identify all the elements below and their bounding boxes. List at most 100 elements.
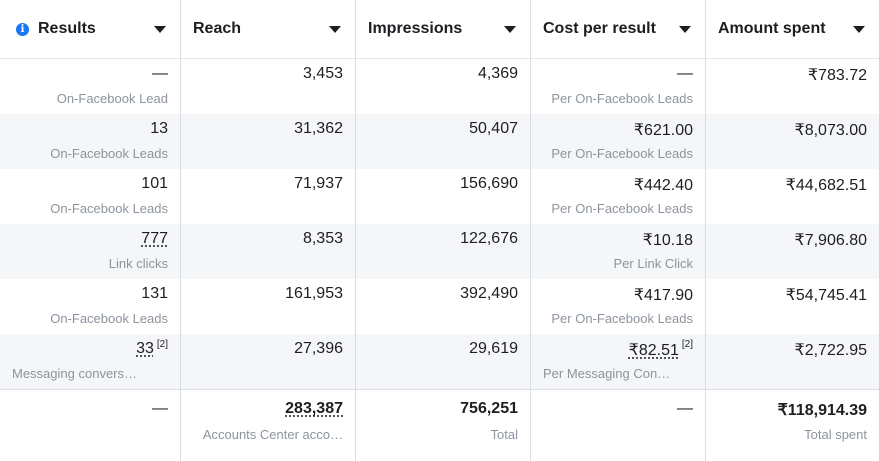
results-type: Link clicks	[108, 256, 168, 271]
column-header-label: Amount spent	[718, 20, 826, 37]
total-impressions-value: 756,251	[460, 400, 518, 417]
spent-value: ₹8,073.00	[794, 122, 867, 139]
total-cost-value: —	[677, 400, 693, 417]
cost-type: Per Messaging Con…	[543, 366, 671, 381]
total-spent-value: ₹118,914.39	[777, 402, 867, 419]
cost-value[interactable]: ₹82.51	[628, 342, 679, 359]
reach-cell: 3,453	[181, 59, 356, 114]
impressions-value: 29,619	[469, 340, 518, 357]
results-value: 131	[141, 285, 168, 302]
impressions-value: 4,369	[477, 65, 518, 82]
footnote-marker[interactable]: [2]	[681, 339, 693, 350]
totals-row: — 283,387 Accounts Center acco… 756,251 …	[0, 389, 879, 461]
column-header-amount-spent[interactable]: Amount spent	[706, 0, 879, 58]
sort-dropdown-icon[interactable]	[853, 25, 865, 33]
reach-value: 71,937	[294, 175, 343, 192]
results-value[interactable]: 777	[141, 230, 168, 247]
spent-value: ₹54,745.41	[785, 287, 867, 304]
total-spent-label: Total spent	[804, 427, 867, 442]
results-value[interactable]: 33	[136, 340, 154, 357]
results-type: On-Facebook Leads	[50, 146, 168, 161]
column-header-results[interactable]: i Results	[0, 0, 181, 58]
spent-cell: ₹8,073.00	[706, 114, 879, 169]
results-value-wrap[interactable]: 33 [2]	[136, 339, 168, 358]
sort-dropdown-icon[interactable]	[329, 25, 341, 33]
cost-type: Per On-Facebook Leads	[551, 201, 693, 216]
spent-value: ₹2,722.95	[794, 342, 867, 359]
spent-cell: ₹2,722.95	[706, 334, 879, 389]
results-cell[interactable]: 33 [2] Messaging convers…	[0, 334, 181, 389]
table-row[interactable]: 101 On-Facebook Leads 71,937 156,690 ₹44…	[0, 169, 879, 224]
results-type: On-Facebook Lead	[56, 91, 168, 106]
reach-value: 8,353	[302, 230, 343, 247]
column-header-reach[interactable]: Reach	[181, 0, 356, 58]
column-header-impressions[interactable]: Impressions	[356, 0, 531, 58]
results-cell[interactable]: 13 On-Facebook Leads	[0, 114, 181, 169]
impressions-cell: 29,619	[356, 334, 531, 389]
total-reach-value[interactable]: 283,387	[285, 400, 343, 417]
results-type: On-Facebook Leads	[50, 311, 168, 326]
cost-type: Per On-Facebook Leads	[551, 311, 693, 326]
total-impressions-label: Total	[490, 427, 518, 442]
cost-type: Per On-Facebook Leads	[551, 91, 693, 106]
sort-dropdown-icon[interactable]	[504, 25, 516, 33]
cost-cell: ₹10.18 Per Link Click	[531, 224, 706, 279]
total-cost-cell: —	[531, 390, 706, 461]
cost-cell: — Per On-Facebook Leads	[531, 59, 706, 114]
reach-value: 3,453	[302, 65, 343, 82]
total-results-cell: —	[0, 390, 181, 461]
column-header-label: Impressions	[368, 20, 463, 37]
spent-cell: ₹7,906.80	[706, 224, 879, 279]
table-row[interactable]: 777 Link clicks 8,353 122,676 ₹10.18 Per…	[0, 224, 879, 279]
impressions-cell: 156,690	[356, 169, 531, 224]
cost-value-wrap[interactable]: ₹82.51 [2]	[628, 339, 693, 360]
cost-value: ₹417.90	[633, 287, 693, 304]
total-results-value: —	[152, 400, 168, 417]
impressions-cell: 392,490	[356, 279, 531, 334]
cost-cell: ₹417.90 Per On-Facebook Leads	[531, 279, 706, 334]
table-row[interactable]: — On-Facebook Lead 3,453 4,369 — Per On-…	[0, 59, 879, 114]
impressions-value: 122,676	[460, 230, 518, 247]
info-icon[interactable]: i	[16, 22, 29, 36]
column-header-cost-per-result[interactable]: Cost per result	[531, 0, 706, 58]
table-row[interactable]: 33 [2] Messaging convers… 27,396 29,619 ₹…	[0, 334, 879, 389]
spent-cell: ₹783.72	[706, 59, 879, 114]
impressions-value: 156,690	[460, 175, 518, 192]
impressions-value: 392,490	[460, 285, 518, 302]
column-header-label: Reach	[193, 20, 242, 37]
sort-dropdown-icon[interactable]	[679, 25, 691, 33]
results-cell[interactable]: 777 Link clicks	[0, 224, 181, 279]
cost-cell: ₹621.00 Per On-Facebook Leads	[531, 114, 706, 169]
cost-type: Per Link Click	[613, 256, 693, 271]
impressions-cell: 4,369	[356, 59, 531, 114]
impressions-cell: 122,676	[356, 224, 531, 279]
cost-cell: ₹82.51 [2] Per Messaging Con…	[531, 334, 706, 389]
impressions-cell: 50,407	[356, 114, 531, 169]
reach-value: 31,362	[294, 120, 343, 137]
results-cell[interactable]: — On-Facebook Lead	[0, 59, 181, 114]
table-row[interactable]: 13 On-Facebook Leads 31,362 50,407 ₹621.…	[0, 114, 879, 169]
total-spent-cell: ₹118,914.39 Total spent	[706, 390, 879, 461]
reach-cell: 8,353	[181, 224, 356, 279]
spent-cell: ₹54,745.41	[706, 279, 879, 334]
cost-value: ₹10.18	[642, 232, 693, 249]
spent-value: ₹7,906.80	[794, 232, 867, 249]
sort-dropdown-icon[interactable]	[154, 25, 166, 33]
results-type: Messaging convers…	[12, 366, 137, 381]
impressions-value: 50,407	[469, 120, 518, 137]
column-header-label: Results	[38, 20, 96, 37]
table-row[interactable]: 131 On-Facebook Leads 161,953 392,490 ₹4…	[0, 279, 879, 334]
reach-value: 161,953	[285, 285, 343, 302]
column-header-label: Cost per result	[543, 20, 656, 37]
cost-value: ₹621.00	[633, 122, 693, 139]
results-value: 101	[141, 175, 168, 192]
results-type: On-Facebook Leads	[50, 201, 168, 216]
spent-value: ₹783.72	[807, 67, 867, 84]
reach-cell: 31,362	[181, 114, 356, 169]
footnote-marker[interactable]: [2]	[156, 339, 168, 350]
cost-cell: ₹442.40 Per On-Facebook Leads	[531, 169, 706, 224]
results-cell[interactable]: 131 On-Facebook Leads	[0, 279, 181, 334]
results-cell[interactable]: 101 On-Facebook Leads	[0, 169, 181, 224]
table-header: i Results Reach Impressions Cost per res…	[0, 0, 879, 59]
